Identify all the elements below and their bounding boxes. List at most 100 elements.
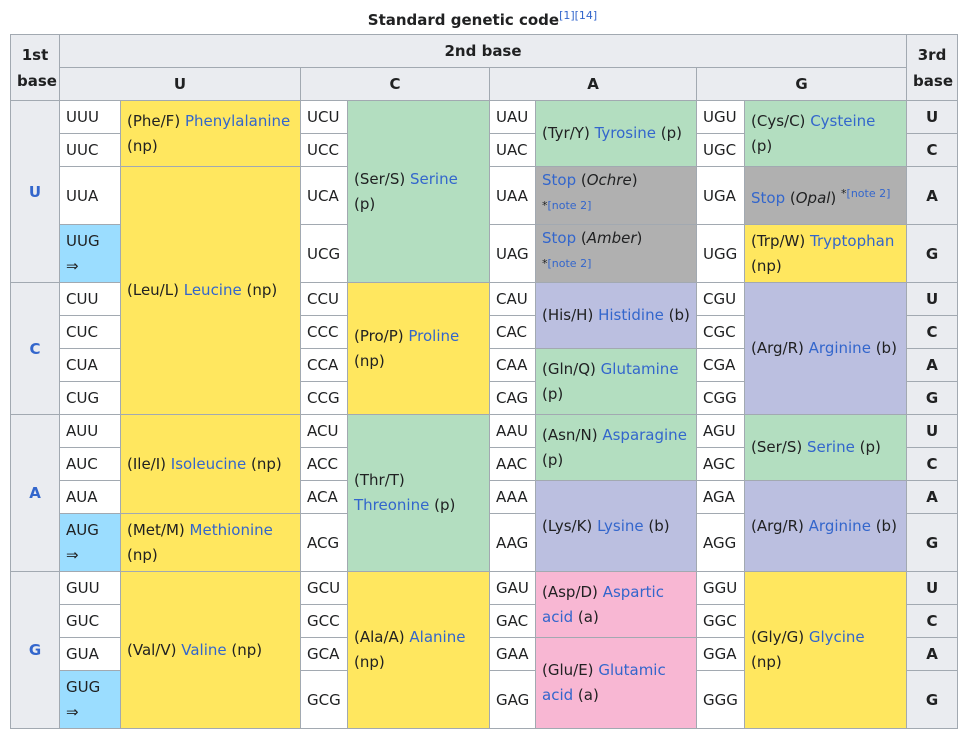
- aa-cysteine: (Cys/C) Cysteine (p): [743, 100, 908, 167]
- aa-serine: (Ser/S) Serine (p): [347, 100, 490, 283]
- link-stop-opal[interactable]: Stop: [751, 188, 786, 207]
- link-isoleucine[interactable]: Isoleucine: [170, 454, 247, 473]
- third-base-c: C: [906, 133, 959, 167]
- codon-agu: AGU: [696, 414, 745, 448]
- link-arginine[interactable]: Arginine: [808, 339, 871, 357]
- header-col-a: A: [489, 67, 697, 101]
- aa-prop: (p): [354, 194, 376, 213]
- third-base-a: A: [906, 166, 959, 225]
- start-codon-uug: UUG ⇒: [59, 224, 121, 283]
- aa-lysine: (Lys/K) Lysine (b): [535, 480, 697, 572]
- codon-cau: CAU: [489, 282, 536, 316]
- link-threonine[interactable]: Threonine: [354, 496, 430, 514]
- link-aspartic-acid[interactable]: Aspartic acid: [542, 582, 664, 626]
- aa-abbr: (Ile/I): [127, 454, 167, 473]
- aa-abbr: (Pro/P): [354, 326, 404, 345]
- codon-agc: AGC: [696, 447, 745, 481]
- aa-phenylalanine: (Phe/F) Phenylalanine (np): [120, 100, 301, 167]
- codon-gga: GGA: [696, 637, 745, 671]
- aa-proline: (Pro/P) Proline (np): [347, 282, 490, 415]
- codon-cuu: CUU: [59, 282, 121, 316]
- link-leucine[interactable]: Leucine: [183, 281, 242, 299]
- aa-prop: (b): [875, 516, 897, 535]
- link-proline[interactable]: Proline: [408, 326, 460, 345]
- note-link[interactable]: [note 2]: [547, 257, 592, 270]
- aa-prop: (np): [246, 281, 278, 299]
- codon-aag: AAG: [489, 513, 536, 572]
- genetic-code-table: 1st base 2nd base 3rd base U C A G U UUU…: [10, 34, 959, 729]
- note-link[interactable]: [note 2]: [846, 186, 891, 200]
- stop-opal: Stop (Opal) *[note 2]: [743, 166, 908, 225]
- third-base-a: A: [906, 348, 959, 382]
- link-valine[interactable]: Valine: [181, 640, 227, 659]
- link-phenylalanine[interactable]: Phenylalanine: [184, 111, 291, 130]
- aa-arginine-2: (Arg/R) Arginine (b): [743, 480, 908, 572]
- link-stop-amber[interactable]: Stop: [542, 229, 577, 247]
- codon-aua: AUA: [59, 480, 121, 514]
- codon-cac: CAC: [489, 315, 536, 349]
- codon-aca: ACA: [300, 480, 348, 514]
- header-first-base: 1st base: [10, 34, 60, 101]
- codon-cuc: CUC: [59, 315, 121, 349]
- codon-ccu: CCU: [300, 282, 348, 316]
- aa-glutamic-acid: (Glu/E) Glutamic acid (a): [535, 637, 697, 729]
- aa-prop: (np): [127, 136, 158, 155]
- link-tryptophan[interactable]: Tryptophan: [810, 231, 895, 250]
- codon-aac: AAC: [489, 447, 536, 481]
- link-cysteine[interactable]: Cysteine: [810, 111, 876, 130]
- note-link[interactable]: [note 2]: [547, 199, 592, 212]
- link-serine[interactable]: Serine: [409, 169, 458, 188]
- stop-amber: Stop (Amber) *[note 2]: [535, 224, 697, 283]
- link-glycine[interactable]: Glycine: [808, 628, 865, 646]
- codon-ucu: UCU: [300, 100, 348, 134]
- aa-abbr: (Gln/Q): [542, 359, 596, 378]
- aa-abbr: (Ala/A): [354, 628, 405, 646]
- codon-cug: CUG: [59, 381, 121, 415]
- aa-prop: (b): [648, 516, 670, 535]
- link-tyrosine[interactable]: Tyrosine: [594, 124, 657, 142]
- codon-uau: UAU: [489, 100, 536, 134]
- codon-guu: GUU: [59, 571, 121, 605]
- aa-prop: (a): [577, 686, 599, 704]
- codon-cua: CUA: [59, 348, 121, 382]
- third-base-g: G: [906, 381, 959, 415]
- aa-prop: (p): [660, 124, 683, 142]
- link-alanine[interactable]: Alanine: [409, 628, 466, 646]
- link-methionine[interactable]: Methionine: [189, 520, 273, 539]
- link-lysine[interactable]: Lysine: [597, 516, 644, 535]
- codon-ucc: UCC: [300, 133, 348, 167]
- link-serine-2[interactable]: Serine: [806, 438, 855, 456]
- third-base-c: C: [906, 604, 959, 638]
- aa-prop: (b): [875, 339, 897, 357]
- codon-uac: UAC: [489, 133, 536, 167]
- aa-abbr: (Phe/F): [127, 111, 181, 130]
- link-glutamine[interactable]: Glutamine: [600, 359, 679, 378]
- codon-gcu: GCU: [300, 571, 348, 605]
- link-glutamic-acid[interactable]: Glutamic acid: [542, 661, 666, 704]
- aa-abbr: (Gly/G): [751, 628, 805, 646]
- codon-cag: CAG: [489, 381, 536, 415]
- aa-prop: (np): [751, 653, 782, 671]
- aa-prop: (p): [542, 450, 564, 469]
- start-arrow-icon: ⇒: [66, 545, 79, 564]
- link-stop-ochre[interactable]: Stop: [542, 171, 577, 189]
- codon-cgc: CGC: [696, 315, 745, 349]
- codon-gug: GUG: [66, 677, 101, 696]
- codon-ccg: CCG: [300, 381, 348, 415]
- codon-uca: UCA: [300, 166, 348, 225]
- codon-ggc: GGC: [696, 604, 745, 638]
- link-asparagine[interactable]: Asparagine: [602, 425, 687, 444]
- codon-gca: GCA: [300, 637, 348, 671]
- codon-caa: CAA: [489, 348, 536, 382]
- header-col-c: C: [300, 67, 490, 101]
- codon-gau: GAU: [489, 571, 536, 605]
- aa-abbr: (Thr/T): [354, 471, 405, 489]
- link-histidine[interactable]: Histidine: [598, 306, 664, 324]
- caption-refs[interactable]: [1][14]: [559, 9, 598, 22]
- codon-uua: UUA: [59, 166, 121, 225]
- third-base-c: C: [906, 447, 959, 481]
- aa-prop: (np): [251, 454, 282, 473]
- link-arginine-2[interactable]: Arginine: [808, 516, 871, 535]
- third-base-u: U: [906, 100, 959, 134]
- aa-serine-2: (Ser/S) Serine (p): [743, 414, 908, 481]
